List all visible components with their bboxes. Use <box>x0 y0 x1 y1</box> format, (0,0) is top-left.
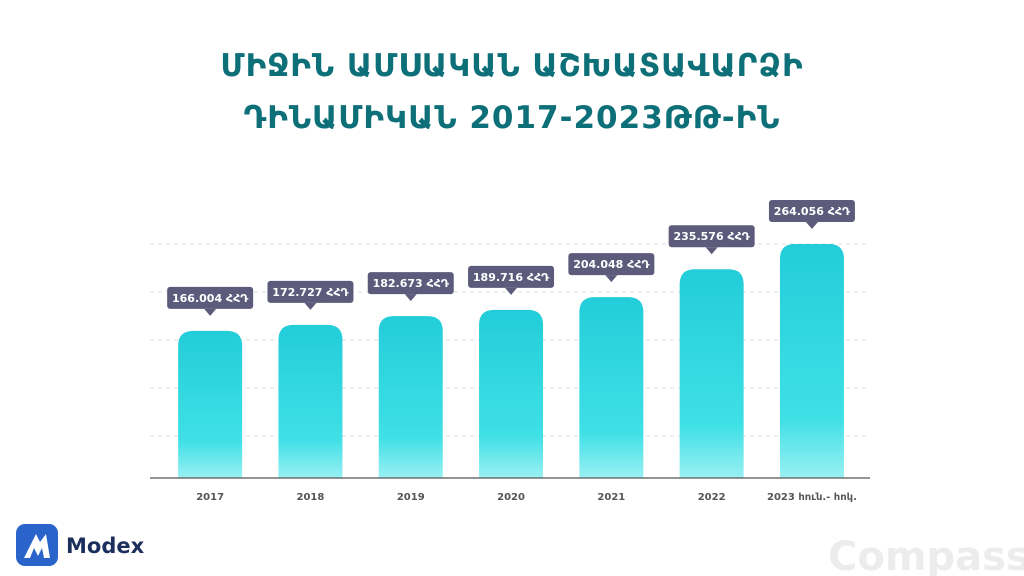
x-tick-label: 2022 <box>698 492 726 503</box>
bar <box>178 330 243 478</box>
bar <box>679 269 744 478</box>
value-label-box <box>768 200 855 222</box>
value-label-box <box>568 253 655 276</box>
logo: Modex <box>16 524 145 566</box>
value-label-box <box>468 265 555 288</box>
x-tick-label: 2017 <box>196 492 224 503</box>
value-label-pointer <box>304 302 317 310</box>
chart-title: ՄԻՋԻՆ ԱՄՍԱԿԱՆ ԱՇԽԱՏԱՎԱՐՁԻ <box>220 48 803 84</box>
value-label: 264.056 ՀՀԴ <box>774 205 851 218</box>
chart-title: ԴԻՆԱՄԻԿԱՆ 2017-2023ԹԹ-ԻՆ <box>244 100 781 136</box>
value-label: 189.716 ՀՀԴ <box>473 271 550 284</box>
value-label-pointer <box>505 287 518 295</box>
x-tick-label: 2023 հուն.- հոկ. <box>767 492 857 503</box>
bar <box>579 297 644 478</box>
value-label: 172.727 ՀՀԴ <box>272 286 349 299</box>
bar <box>278 324 343 478</box>
logo-mark <box>24 534 50 558</box>
x-tick-label: 2020 <box>497 492 525 503</box>
value-label-box <box>367 272 454 295</box>
value-label-pointer <box>605 275 618 283</box>
value-label-pointer <box>204 308 217 316</box>
value-label-pointer <box>805 222 818 229</box>
value-label: 235.576 ՀՀԴ <box>674 230 751 243</box>
x-tick-label: 2019 <box>397 492 425 503</box>
x-tick-label: 2018 <box>297 492 325 503</box>
x-tick-label: 2021 <box>597 492 625 503</box>
value-label: 204.048 ՀՀԴ <box>573 258 650 271</box>
bar <box>479 309 544 478</box>
bars: 166.004 ՀՀԴ 2017 172.727 ՀՀԴ 2018 182.673 ՀՀ… <box>167 200 857 503</box>
logo-text: Modex <box>66 534 145 558</box>
value-label: 166.004 ՀՀԴ <box>172 292 249 305</box>
value-label-box <box>668 225 755 248</box>
value-label-box <box>267 280 354 303</box>
value-label-pointer <box>404 294 417 302</box>
value-label: 182.673 ՀՀԴ <box>373 277 450 290</box>
bar <box>779 244 844 478</box>
bar <box>378 316 443 478</box>
value-label-pointer <box>705 247 718 255</box>
watermark: Compass <box>828 534 1024 576</box>
value-label-box <box>167 286 254 309</box>
